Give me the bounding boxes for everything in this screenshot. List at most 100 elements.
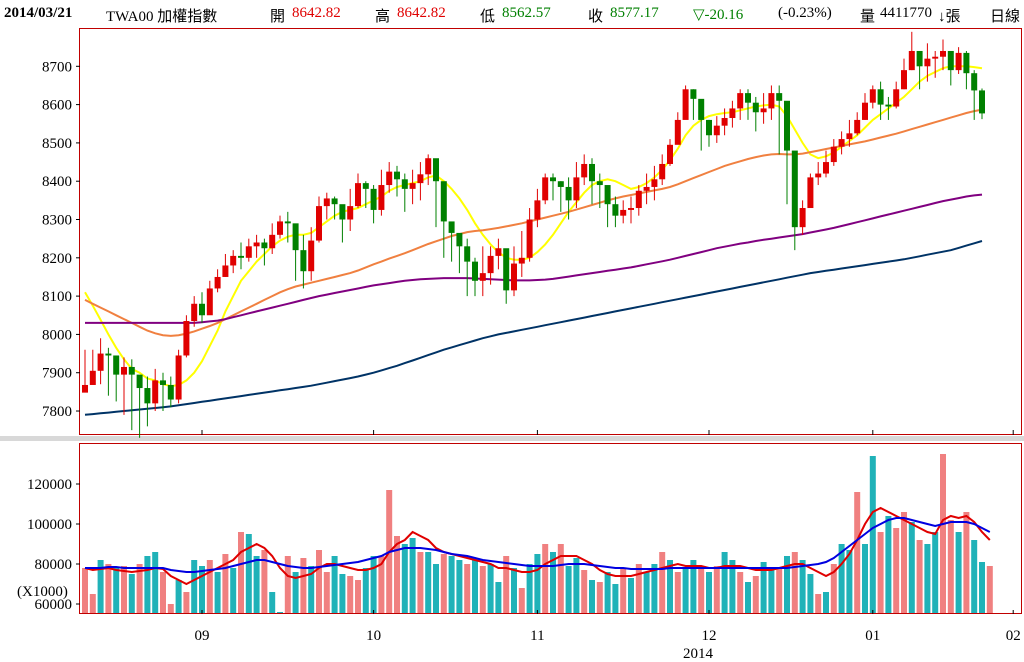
volume-bar [729, 560, 736, 613]
x-tick-label: 01 [865, 628, 880, 644]
volume-bar [924, 544, 931, 613]
volume-bar [464, 564, 471, 613]
candle-body [175, 355, 182, 400]
ma-line-ma120 [84, 240, 983, 416]
candle-body [160, 380, 166, 385]
volume-bars [82, 454, 993, 613]
candle-body [869, 89, 876, 103]
candle-body [971, 73, 978, 91]
volume-bar [82, 568, 88, 613]
candle-body [581, 163, 588, 178]
candle-body [651, 179, 658, 187]
volume-bar [191, 560, 198, 613]
volume-bar [238, 532, 244, 613]
volume-bar [893, 528, 900, 613]
volume-bar [394, 536, 400, 613]
candle-body [760, 108, 767, 113]
candle-body [323, 198, 330, 207]
candle-body [230, 255, 237, 266]
x-tick-label: 12 [702, 628, 717, 644]
candle-body [308, 240, 315, 272]
volume-bar [339, 574, 346, 613]
volume-bar [916, 540, 923, 613]
period-label[interactable]: 日線 [990, 9, 1021, 25]
volume-bar [448, 556, 455, 613]
volume-bar [253, 556, 260, 613]
price-gridlines [201, 430, 1014, 435]
candle-body [89, 370, 96, 385]
candle-body [752, 102, 759, 113]
candle-body [838, 139, 845, 147]
price-tick-label: 8100 [42, 289, 72, 305]
candle-body [862, 102, 868, 120]
candle-body [300, 250, 307, 272]
candle-body [316, 206, 322, 241]
volume-bar [604, 572, 611, 613]
candle-body [214, 276, 221, 289]
candle-body [799, 208, 806, 228]
volume-unit-label: (X1000) [17, 584, 68, 600]
candle-body [472, 261, 478, 281]
volume-bar [261, 550, 268, 613]
price-tick-label: 8300 [42, 213, 72, 229]
volume-bar [144, 556, 151, 613]
volume-bar [160, 572, 166, 613]
volume-bar [167, 604, 174, 613]
volume-y-axis: 120000 100000 80000 60000 [27, 477, 80, 613]
volume-bar [643, 572, 650, 613]
volume-bar [89, 594, 96, 613]
x-tick-label: 11 [530, 628, 544, 644]
ma-line-ma60 [85, 193, 983, 324]
volume-bar [823, 592, 829, 613]
volume-bar [362, 568, 369, 613]
candle-body [284, 221, 291, 224]
volume-bar [526, 564, 533, 613]
candle-body [105, 353, 112, 356]
candle-body [643, 186, 650, 191]
price-tick-label: 7800 [42, 404, 72, 420]
candle-body [113, 355, 120, 375]
candle-body [191, 303, 198, 322]
volume-bar [713, 566, 720, 613]
candle-body [417, 174, 424, 184]
candle-body [511, 263, 517, 291]
volume-bar [542, 544, 549, 613]
candle-body [932, 56, 939, 59]
candle-body [979, 90, 985, 114]
open-value: 8642.82 [292, 5, 341, 21]
volume-bar [846, 550, 853, 613]
candle-body [947, 50, 954, 71]
candle-body [807, 177, 814, 209]
volume-bar [206, 560, 213, 613]
volume-bar [979, 562, 985, 613]
price-panel-frame [79, 28, 1022, 435]
candle-body [737, 93, 744, 109]
volume-bar [503, 556, 510, 613]
volume-bar [659, 552, 666, 613]
volume-bar [323, 572, 330, 613]
volume-ma-lines [84, 506, 991, 586]
volume-value: 4411770 [880, 5, 932, 21]
candle-body [97, 353, 104, 371]
panel-separator [0, 436, 1024, 441]
volume-bar [113, 568, 120, 613]
candle-body [916, 50, 923, 67]
candles [82, 31, 985, 438]
volume-bar [830, 564, 837, 613]
volume-bar [596, 582, 603, 613]
volume-bar [292, 572, 299, 613]
candle-body [456, 232, 463, 247]
candle-body [721, 118, 728, 126]
volume-bar [651, 564, 658, 613]
candle-body [596, 181, 603, 186]
volume-bar [97, 560, 104, 613]
candle-body [487, 255, 494, 274]
volume-bar [175, 580, 182, 613]
candle-body [144, 388, 151, 404]
volume-bar [152, 552, 159, 613]
candle-body [815, 173, 822, 178]
volume-bar [472, 560, 478, 613]
candle-body [846, 133, 853, 140]
volume-bar [815, 594, 822, 613]
low-value: 8562.57 [502, 5, 551, 21]
